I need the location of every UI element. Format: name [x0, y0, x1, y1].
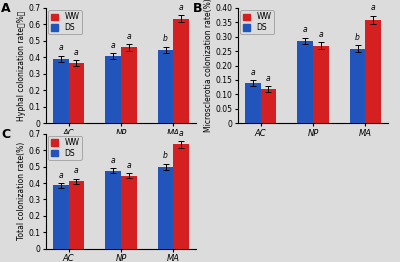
Text: a: a	[318, 30, 323, 39]
Text: A: A	[1, 2, 11, 15]
Bar	[366, 20, 381, 123]
Text: a: a	[303, 25, 308, 34]
Text: b: b	[163, 151, 168, 160]
Bar	[53, 185, 68, 249]
Legend: WW, DS: WW, DS	[48, 10, 82, 34]
Text: a: a	[126, 32, 131, 41]
Text: a: a	[179, 129, 184, 138]
Bar	[174, 19, 189, 123]
Bar	[158, 167, 174, 249]
Bar	[105, 56, 121, 123]
Y-axis label: Hyphal colonization rate（%）: Hyphal colonization rate（%）	[16, 10, 26, 121]
Bar	[297, 41, 313, 123]
Text: a: a	[111, 41, 116, 50]
Bar	[158, 50, 174, 123]
Text: a: a	[58, 43, 63, 52]
Text: a: a	[74, 48, 79, 57]
Text: a: a	[250, 68, 255, 77]
Bar	[68, 63, 84, 123]
Bar	[350, 49, 366, 123]
Bar	[245, 83, 260, 123]
Text: C: C	[1, 128, 10, 141]
Bar	[313, 46, 329, 123]
Legend: WW, DS: WW, DS	[240, 10, 274, 34]
Text: a: a	[179, 3, 184, 12]
Text: a: a	[126, 161, 131, 170]
Text: a: a	[371, 3, 376, 12]
Bar	[53, 59, 68, 123]
Bar	[121, 176, 137, 249]
Text: a: a	[266, 74, 271, 83]
Text: b: b	[355, 33, 360, 42]
Text: a: a	[74, 166, 79, 176]
Y-axis label: Total colonization rate(%): Total colonization rate(%)	[16, 142, 26, 241]
Bar	[105, 171, 121, 249]
Legend: WW, DS: WW, DS	[48, 136, 82, 160]
Text: a: a	[58, 171, 63, 179]
Bar	[260, 89, 276, 123]
Bar	[68, 181, 84, 249]
Y-axis label: Microsclerotia colonization rate(%): Microsclerotia colonization rate(%)	[204, 0, 213, 132]
Bar	[174, 144, 189, 249]
Text: b: b	[163, 34, 168, 43]
Text: a: a	[111, 156, 116, 165]
Bar	[121, 47, 137, 123]
Text: B: B	[193, 2, 202, 15]
